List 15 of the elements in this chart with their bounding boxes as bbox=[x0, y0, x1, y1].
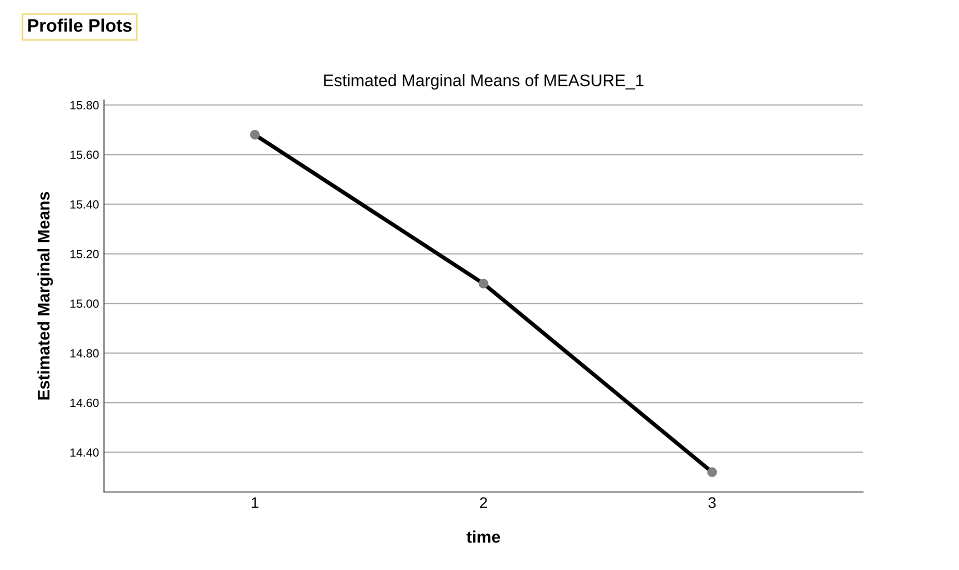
y-tick-label: 14.40 bbox=[70, 448, 99, 457]
y-tick-label: 15.80 bbox=[70, 100, 99, 110]
chart-title: Estimated Marginal Means of MEASURE_1 bbox=[324, 74, 644, 90]
y-tick-label: 14.60 bbox=[70, 398, 99, 408]
x-tick-label: 2 bbox=[480, 497, 487, 508]
y-tick-label: 15.60 bbox=[70, 150, 99, 159]
y-tick-label: 15.40 bbox=[70, 200, 99, 209]
x-tick-label: 1 bbox=[252, 497, 258, 508]
y-tick-label: 15.20 bbox=[70, 250, 99, 258]
y-tick-label: 15.00 bbox=[70, 299, 99, 308]
x-axis-title: time bbox=[466, 530, 500, 543]
y-axis-title: Estimated Marginal Means bbox=[37, 192, 53, 400]
text: Profile Plots bbox=[28, 18, 132, 32]
y-tick-label: 14.80 bbox=[70, 349, 99, 358]
x-tick-label: 3 bbox=[708, 497, 716, 508]
